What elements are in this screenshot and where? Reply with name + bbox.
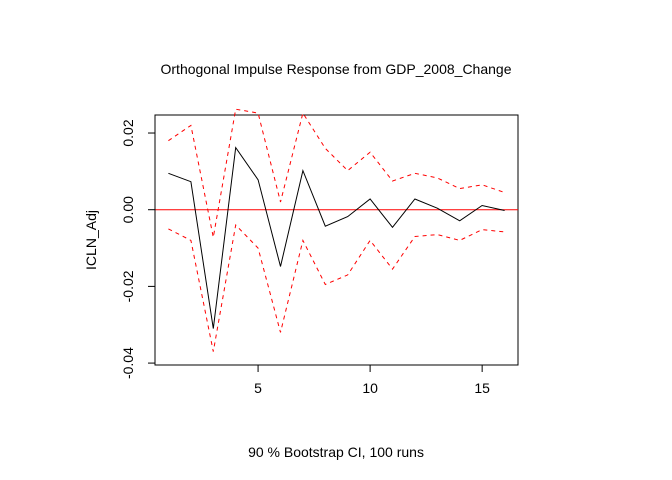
response-series-line	[168, 146, 505, 329]
lower-series-line	[168, 223, 505, 352]
series-layer	[155, 108, 518, 352]
upper-series-line	[168, 108, 505, 238]
plot-frame	[154, 114, 519, 366]
y-tick-label: 0.00	[120, 196, 136, 223]
y-axis-label: ICLN_Adj	[83, 210, 99, 270]
y-tick-label: -0.04	[120, 347, 136, 379]
x-axis-label: 90 % Bootstrap CI, 100 runs	[248, 444, 424, 460]
y-tick-label: -0.02	[120, 270, 136, 302]
x-tick-label: 5	[254, 380, 262, 396]
chart-title: Orthogonal Impulse Response from GDP_200…	[161, 61, 512, 77]
x-tick-label: 15	[474, 380, 490, 396]
axis-layer: 5 10 15 -0.04 -0.02 0.00 0.02	[120, 119, 490, 396]
y-tick-label: 0.02	[120, 119, 136, 146]
x-tick-label: 10	[362, 380, 378, 396]
